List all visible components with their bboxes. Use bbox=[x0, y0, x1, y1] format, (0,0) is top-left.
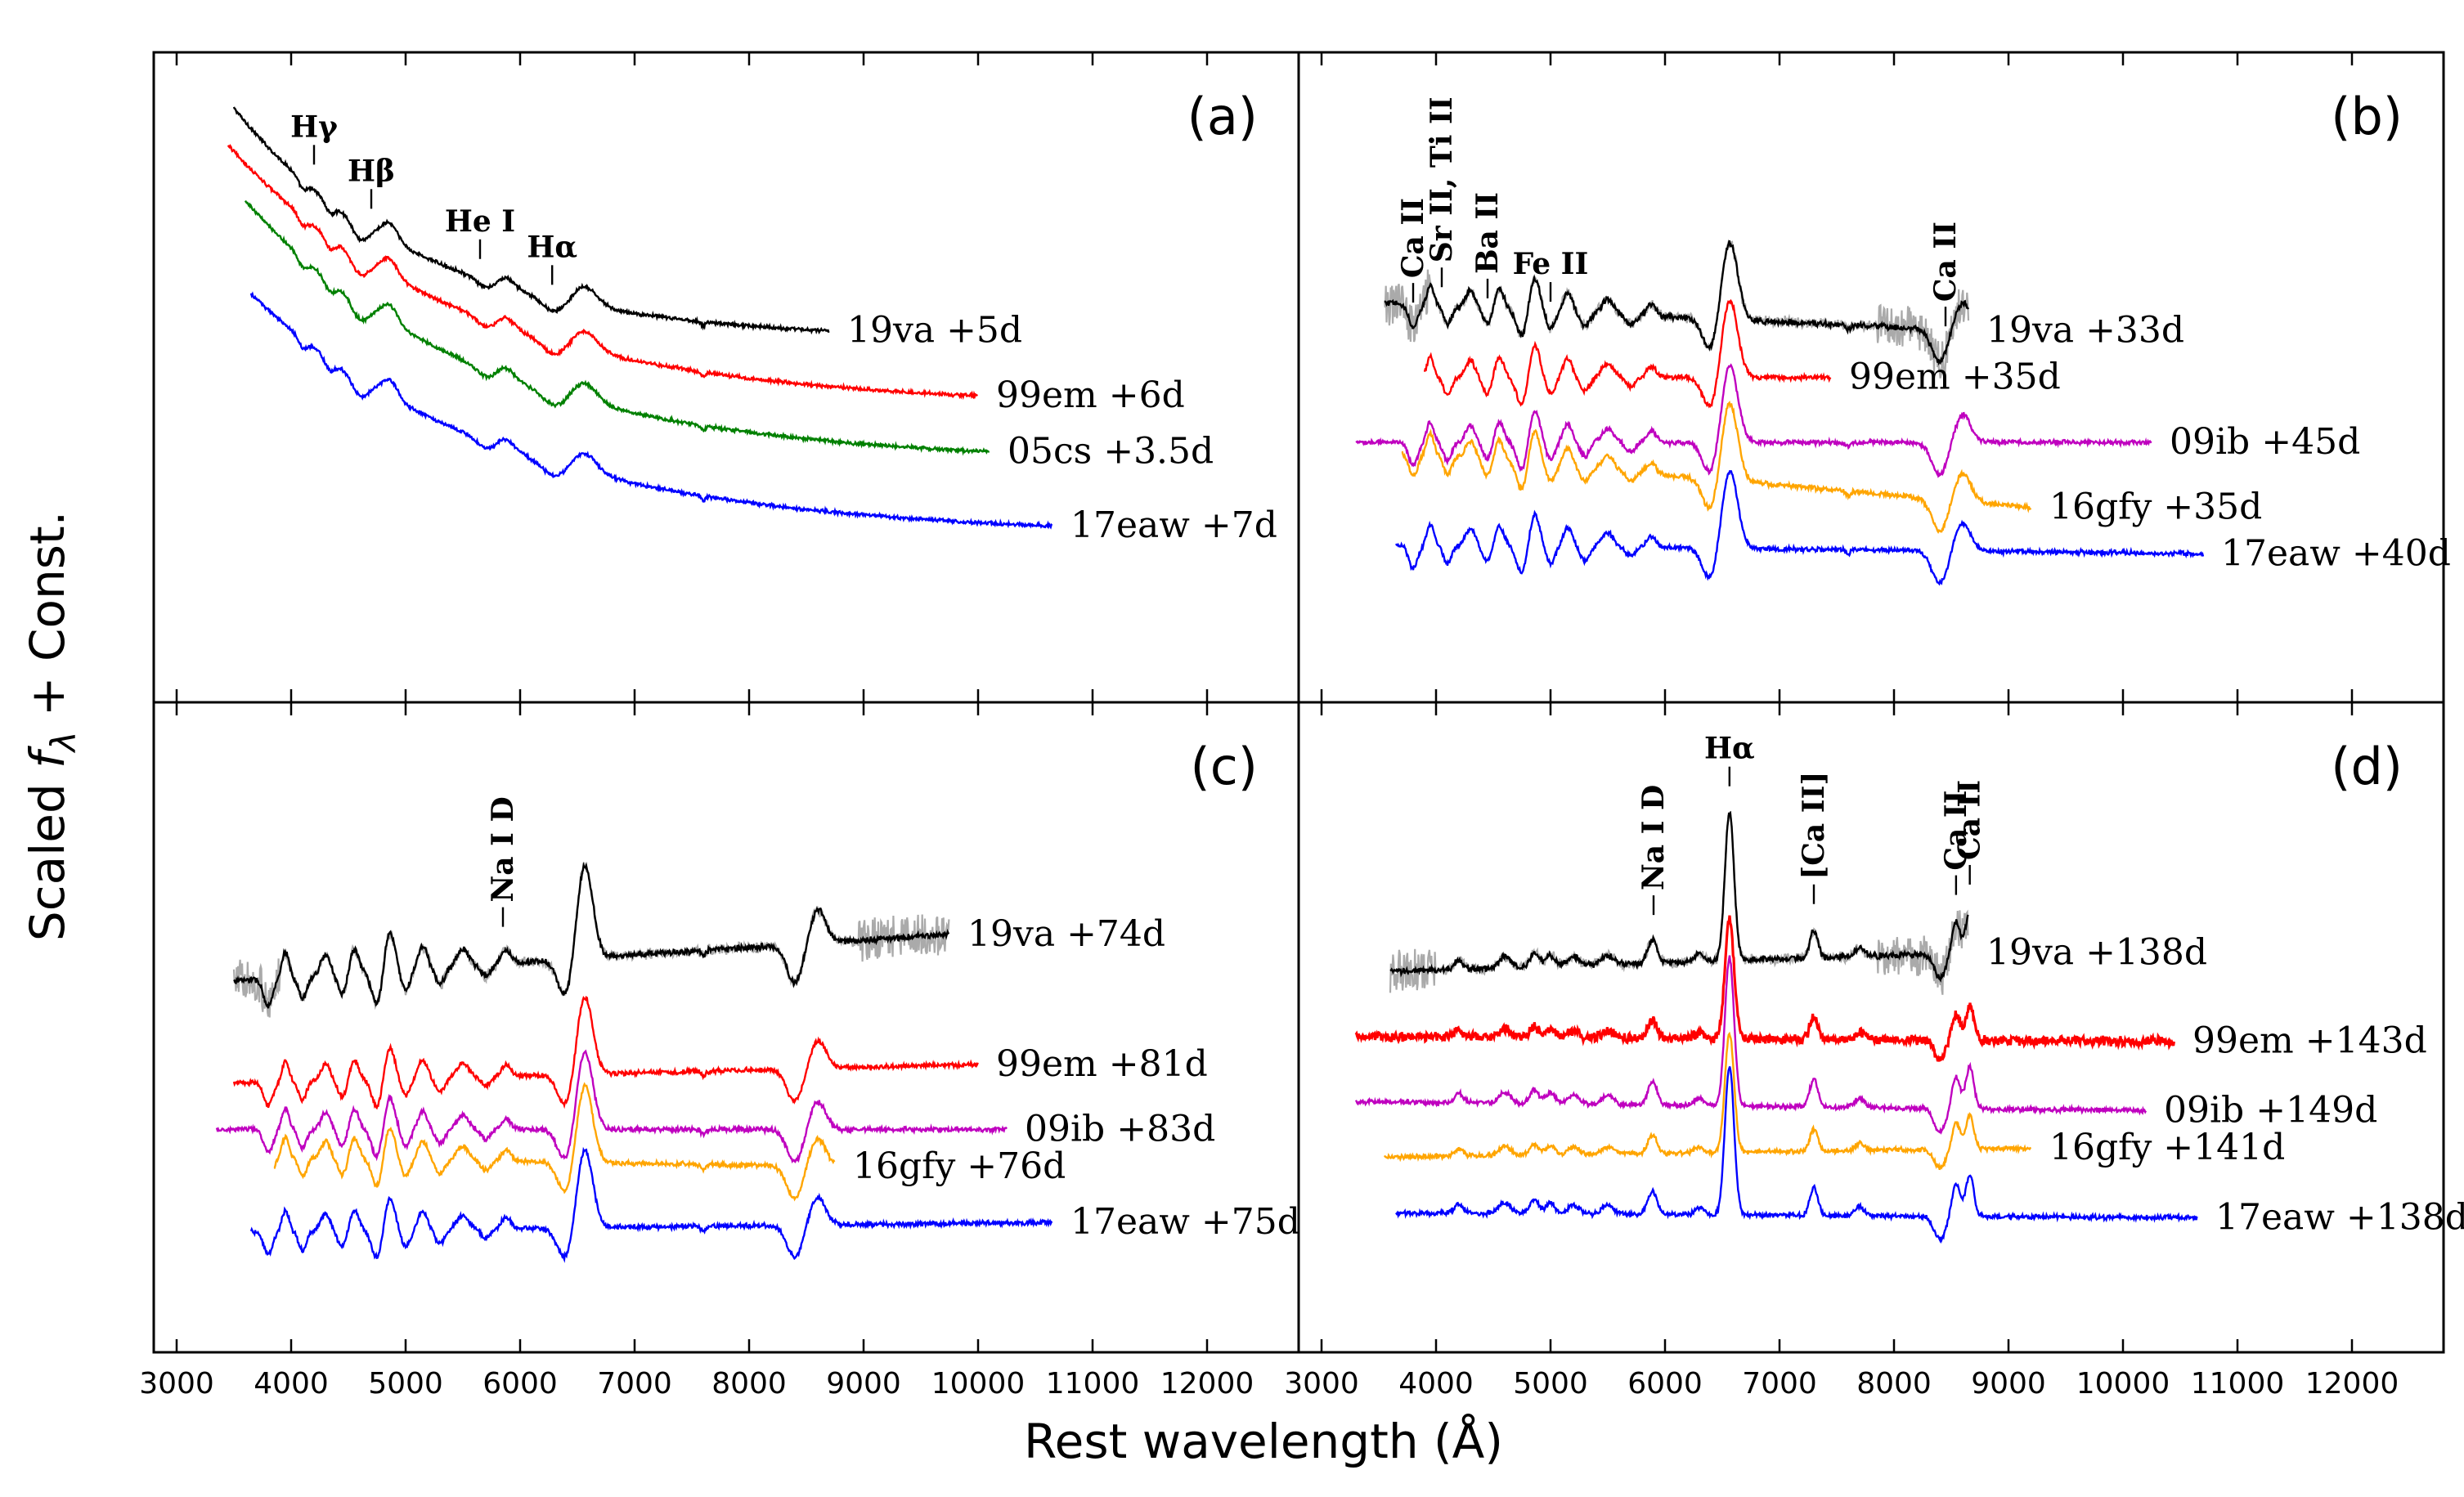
x-tick-label-d-9: 12000 bbox=[2305, 1367, 2399, 1401]
x-tick-label-c-7: 10000 bbox=[931, 1367, 1026, 1401]
x-tick-label-c-8: 11000 bbox=[1046, 1367, 1140, 1401]
line-id-label-a-1: Hβ bbox=[348, 154, 395, 188]
line-id-label-b-1: Sr II, Ti II bbox=[1425, 96, 1459, 262]
series-17eaw-panel-c bbox=[249, 1146, 1053, 1263]
series-17eaw-panel-d bbox=[1395, 1066, 2198, 1244]
series-label-17eaw-panel-c: 17eaw +75d bbox=[1070, 1201, 1300, 1243]
line-id-label-d-2: [Ca II] bbox=[1797, 771, 1831, 879]
y-axis-label: Scaled fλ + Const. bbox=[20, 511, 83, 941]
panel-c-plot-area bbox=[215, 861, 1053, 1263]
series-99em-panel-a bbox=[227, 143, 979, 401]
line-id-label-d-1: Hα bbox=[1704, 732, 1755, 766]
panel-d-plot-area bbox=[1354, 810, 2198, 1244]
series-label-99em-panel-d: 99em +143d bbox=[2192, 1020, 2427, 1062]
series-09ib-panel-c bbox=[215, 1049, 1008, 1164]
series-label-05cs-panel-a: 05cs +3.5d bbox=[1008, 430, 1214, 472]
series-19va-panel-c bbox=[233, 861, 950, 1009]
series-label-17eaw-panel-d: 17eaw +138d bbox=[2215, 1196, 2464, 1238]
series-label-19va-panel-d: 19va +138d bbox=[1986, 932, 2207, 974]
x-tick-label-c-2: 5000 bbox=[368, 1367, 443, 1401]
series-99em-panel-b bbox=[1423, 298, 1832, 409]
series-19va-panel-b bbox=[1384, 240, 1970, 366]
series-16gfy-panel-d bbox=[1383, 1031, 2032, 1171]
x-tick-label-c-1: 4000 bbox=[254, 1367, 329, 1401]
x-tick-label-d-3: 6000 bbox=[1627, 1367, 1703, 1401]
x-tick-label-c-5: 8000 bbox=[711, 1367, 787, 1401]
series-label-09ib-panel-d: 09ib +149d bbox=[2164, 1090, 2377, 1132]
x-tick-label-d-6: 9000 bbox=[1971, 1367, 2046, 1401]
series-label-16gfy-panel-d: 16gfy +141d bbox=[2049, 1127, 2285, 1168]
x-tick-label-d-5: 8000 bbox=[1856, 1367, 1932, 1401]
series-label-99em-panel-c: 99em +81d bbox=[996, 1043, 1208, 1085]
series-label-19va-panel-b: 19va +33d bbox=[1986, 310, 2184, 352]
panel-label-b: (b) bbox=[2331, 87, 2403, 146]
series-label-16gfy-panel-c: 16gfy +76d bbox=[853, 1145, 1066, 1187]
x-tick-label-d-7: 10000 bbox=[2076, 1367, 2170, 1401]
series-label-17eaw-panel-b: 17eaw +40d bbox=[2221, 532, 2451, 574]
panel-b-plot-area bbox=[1355, 239, 2205, 586]
x-tick-label-d-2: 5000 bbox=[1513, 1367, 1588, 1401]
panel-a-plot-area bbox=[227, 106, 1053, 530]
panel-label-c: (c) bbox=[1191, 737, 1258, 796]
series-05cs-panel-a bbox=[244, 199, 990, 456]
series-16gfy-panel-c bbox=[273, 1082, 836, 1202]
x-tick-label-d-4: 7000 bbox=[1742, 1367, 1817, 1401]
series-09ib-panel-d bbox=[1354, 955, 2148, 1135]
line-id-label-d-0: Na I D bbox=[1636, 785, 1671, 890]
x-tick-label-c-4: 7000 bbox=[597, 1367, 672, 1401]
series-label-19va-panel-c: 19va +74d bbox=[967, 913, 1165, 955]
series-99em-panel-c bbox=[232, 995, 979, 1110]
series-label-99em-panel-b: 99em +35d bbox=[1849, 356, 2061, 398]
series-17eaw-panel-a bbox=[249, 291, 1053, 530]
x-tick-label-c-6: 9000 bbox=[826, 1367, 901, 1401]
series-label-09ib-panel-b: 09ib +45d bbox=[2170, 421, 2360, 463]
series-label-16gfy-panel-b: 16gfy +35d bbox=[2049, 486, 2262, 528]
series-99em-panel-d bbox=[1354, 915, 2175, 1062]
line-id-label-a-2: He I bbox=[445, 204, 515, 239]
series-label-17eaw-panel-a: 17eaw +7d bbox=[1070, 504, 1277, 546]
panels-group: 19va +5d 99em +6d 05cs +3.5d 17eaw +7d Hγ Hβ H… bbox=[139, 51, 2464, 1401]
series-09ib-panel-b bbox=[1355, 363, 2152, 478]
line-id-label-b-4: Ca II bbox=[1928, 222, 1963, 302]
line-id-label-d-4: Ca II bbox=[1953, 780, 1987, 860]
panel-d-frame bbox=[1297, 701, 2445, 1354]
series-16gfy-panel-b bbox=[1401, 401, 2032, 535]
panel-a: 19va +5d 99em +6d 05cs +3.5d 17eaw +7d Hγ Hβ H… bbox=[152, 51, 1300, 704]
series-17eaw-panel-b bbox=[1394, 470, 2205, 586]
x-tick-label-d-1: 4000 bbox=[1398, 1367, 1474, 1401]
series-19va-panel-a bbox=[232, 106, 830, 335]
line-id-label-a-0: Hγ bbox=[290, 110, 338, 144]
y-axis-label-prefix: Scaled bbox=[20, 769, 75, 941]
x-tick-label-d-8: 11000 bbox=[2191, 1367, 2285, 1401]
y-axis-label-sub: λ bbox=[43, 732, 83, 754]
series-label-09ib-panel-c: 09ib +83d bbox=[1025, 1108, 1215, 1150]
x-tick-label-c-0: 3000 bbox=[139, 1367, 214, 1401]
x-tick-label-c-3: 6000 bbox=[482, 1367, 558, 1401]
x-axis-label: Rest wavelength (Å) bbox=[1024, 1413, 1503, 1469]
x-tick-label-d-0: 3000 bbox=[1284, 1367, 1359, 1401]
y-axis-label-suffix: + Const. bbox=[20, 511, 75, 732]
line-id-label-b-2: Ba II bbox=[1470, 192, 1505, 274]
series-19va-panel-d bbox=[1389, 810, 1969, 983]
line-id-label-d-3: Ca II bbox=[1939, 790, 1973, 870]
panel-label-a: (a) bbox=[1187, 87, 1258, 146]
series-label-99em-panel-a: 99em +6d bbox=[996, 374, 1185, 416]
line-id-label-b-0: Ca II bbox=[1396, 198, 1430, 278]
line-id-label-b-3: Fe II bbox=[1513, 247, 1589, 281]
line-id-label-c-0: Na I D bbox=[486, 796, 520, 902]
x-tick-label-c-9: 12000 bbox=[1160, 1367, 1254, 1401]
series-label-19va-panel-a: 19va +5d bbox=[847, 310, 1022, 352]
panel-label-d: (d) bbox=[2331, 737, 2403, 796]
line-id-label-a-3: Hα bbox=[527, 230, 577, 264]
